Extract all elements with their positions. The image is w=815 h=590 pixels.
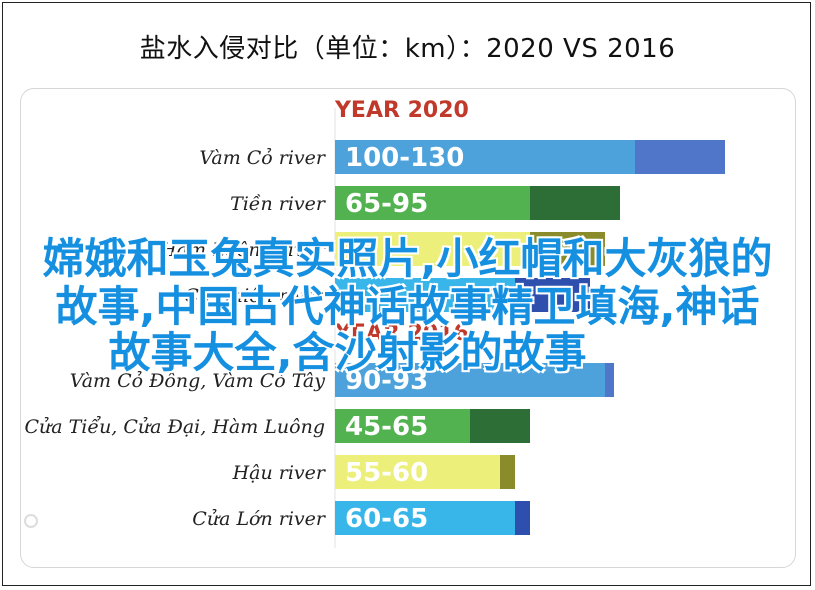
bar-min-0-3 [335, 278, 515, 312]
bar-value-label-1-1: 45-65 [345, 412, 428, 442]
bar-min-0-0 [335, 140, 635, 174]
row-label-0-2: Hàm Luông river [159, 239, 327, 261]
row-label-1-1: Cửa Tiểu, Cửa Đại, Hàm Luông [24, 416, 325, 438]
row-label-1-3: Cửa Lớn river [192, 508, 327, 530]
bar-min-0-2 [335, 232, 530, 266]
bar-min-1-1 [335, 409, 470, 443]
watermark-icon [24, 514, 38, 528]
bar-value-label-0-1: 65-95 [345, 189, 428, 219]
bar-value-label-1-2: 55-60 [345, 458, 428, 488]
bar-value-label-1-3: 60-65 [345, 504, 428, 534]
group-label-1: YEAR 2016 [334, 321, 469, 346]
bar-min-1-0 [335, 363, 605, 397]
overlay-caption-line-3: 故事大全,含沙射影的故事 [108, 328, 587, 377]
row-label-1-0: Vàm Cỏ Đông, Vàm Cỏ Tây [70, 370, 326, 392]
row-label-1-2: Hậu river [232, 462, 327, 484]
bar-min-0-1 [335, 186, 530, 220]
bar-min-1-3 [335, 501, 515, 535]
row-label-0-0: Vàm Cỏ river [199, 147, 327, 169]
bar-value-label-0-0: 100-130 [345, 143, 464, 173]
bar-value-label-1-0: 90-93 [345, 366, 428, 396]
row-label-0-1: Tiền river [230, 193, 327, 215]
group-label-0: YEAR 2020 [334, 98, 469, 123]
chart-title: 盐水入侵对比（单位：km）：2020 VS 2016 [139, 34, 676, 64]
overlay-caption-line-1: 嫦娥和玉兔真实照片,小红帽和大灰狼的 [42, 234, 773, 283]
row-label-0-3: Cổ Chiên river [184, 285, 327, 307]
bar-min-1-2 [335, 455, 500, 489]
overlay-caption-line-2: 故事,中国古代神话故事精卫填海,神话 [55, 282, 760, 331]
